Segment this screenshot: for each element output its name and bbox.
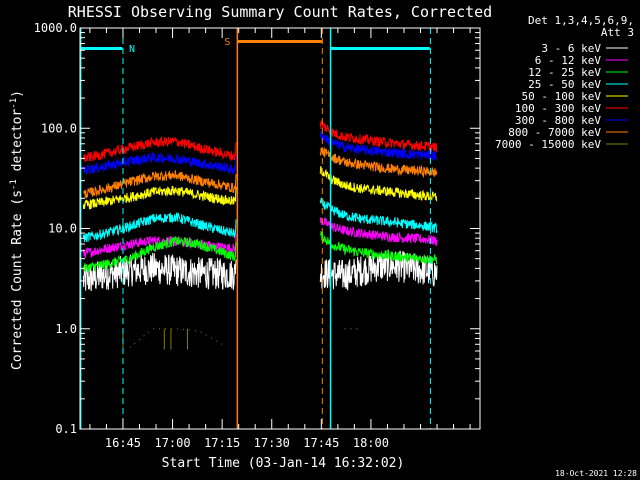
y-tick-label: 10.0	[48, 222, 77, 236]
legend-item: 50 - 100 keV	[522, 90, 628, 103]
series-spike	[234, 219, 237, 235]
series-line	[82, 212, 236, 243]
overlay-layer: NS	[79, 28, 431, 429]
x-tick-label: 17:30	[254, 436, 290, 450]
series-line	[82, 236, 236, 273]
x-axis-label: Start Time (03-Jan-14 16:32:02)	[162, 456, 405, 471]
legend-label: 6 - 12 keV	[535, 54, 602, 67]
series-spike	[234, 173, 237, 189]
series-spike	[234, 142, 237, 157]
series-line	[82, 151, 236, 175]
timestamp: 18-Oct-2021 12:28	[555, 469, 637, 478]
series-spike	[234, 187, 237, 202]
legend-label: 12 - 25 keV	[528, 66, 601, 79]
series-line	[319, 120, 438, 153]
series-spike	[234, 259, 237, 275]
y-tick-label: 100.0	[41, 121, 77, 135]
legend-item: 300 - 800 keV	[515, 114, 628, 127]
series-line	[319, 165, 438, 202]
x-tick-label: 18:00	[353, 436, 389, 450]
legend-label: 25 - 50 keV	[528, 78, 601, 91]
x-tick-label: 17:00	[154, 436, 190, 450]
y-axis-label: Corrected Count Rate (s-1 detector-1)	[9, 90, 25, 370]
series-line	[319, 197, 438, 234]
saa-flag-label: S	[224, 37, 230, 48]
series-800-7000-kev	[83, 146, 438, 199]
series-spike	[234, 155, 237, 171]
series-50-100-kev	[82, 165, 438, 210]
legend-item: 7000 - 15000 keV	[495, 138, 628, 151]
x-tick-label: 16:45	[105, 436, 141, 450]
series-line	[320, 230, 438, 265]
y-tick-label: 1000.0	[34, 21, 77, 35]
series-spike	[234, 242, 237, 258]
series-100-300-kev	[82, 120, 438, 162]
series-layer	[82, 120, 438, 350]
legend-label: 800 - 7000 keV	[508, 126, 601, 139]
x-tick-label: 17:15	[204, 436, 240, 450]
series-line	[82, 185, 236, 210]
legend-item: 100 - 300 keV	[515, 102, 628, 115]
series-12-25-kev	[82, 230, 438, 273]
legend-label: 3 - 6 keV	[541, 42, 601, 55]
legend-label: 100 - 300 keV	[515, 102, 601, 115]
legend-item: 800 - 7000 keV	[508, 126, 628, 139]
legend-header-2: Att 3	[601, 26, 634, 39]
series-line	[83, 170, 236, 199]
series-line	[319, 130, 438, 161]
legend-header-1: Det 1,3,4,5,6,9,	[528, 14, 634, 27]
legend-item: 25 - 50 keV	[528, 78, 628, 91]
legend-item: 12 - 25 keV	[528, 66, 628, 79]
series-300-800-kev	[82, 130, 438, 175]
y-tick-label: 0.1	[55, 422, 77, 436]
y-axis-label-end: )	[10, 90, 25, 98]
y-axis-label-main: Corrected Count Rate (s	[10, 190, 25, 370]
chart-title: RHESSI Observing Summary Count Rates, Co…	[68, 3, 492, 21]
legend-label: 50 - 100 keV	[522, 90, 602, 103]
series-line	[82, 136, 236, 162]
y-axis-label-sup1: -1	[9, 179, 19, 190]
y-axis-label-mid: detector	[10, 109, 25, 180]
legend-label: 300 - 800 keV	[515, 114, 601, 127]
legend-item: 3 - 6 keV	[541, 42, 628, 55]
legend-item: 6 - 12 keV	[535, 54, 628, 67]
x-tick-label: 17:45	[303, 436, 339, 450]
series-line	[319, 146, 438, 179]
axis-layer: 0.1 1.0 10.0 100.0 1000.0 16:45 17:00 17:15 17:3…	[34, 21, 480, 450]
series-line	[319, 216, 438, 247]
legend-label: 7000 - 15000 keV	[495, 138, 601, 151]
series-line	[82, 252, 236, 292]
night-flag-label: N	[129, 44, 135, 55]
y-tick-label: 1.0	[55, 322, 77, 336]
series-25-50-kev	[82, 197, 438, 243]
y-axis-label-sup2: -1	[9, 98, 19, 109]
